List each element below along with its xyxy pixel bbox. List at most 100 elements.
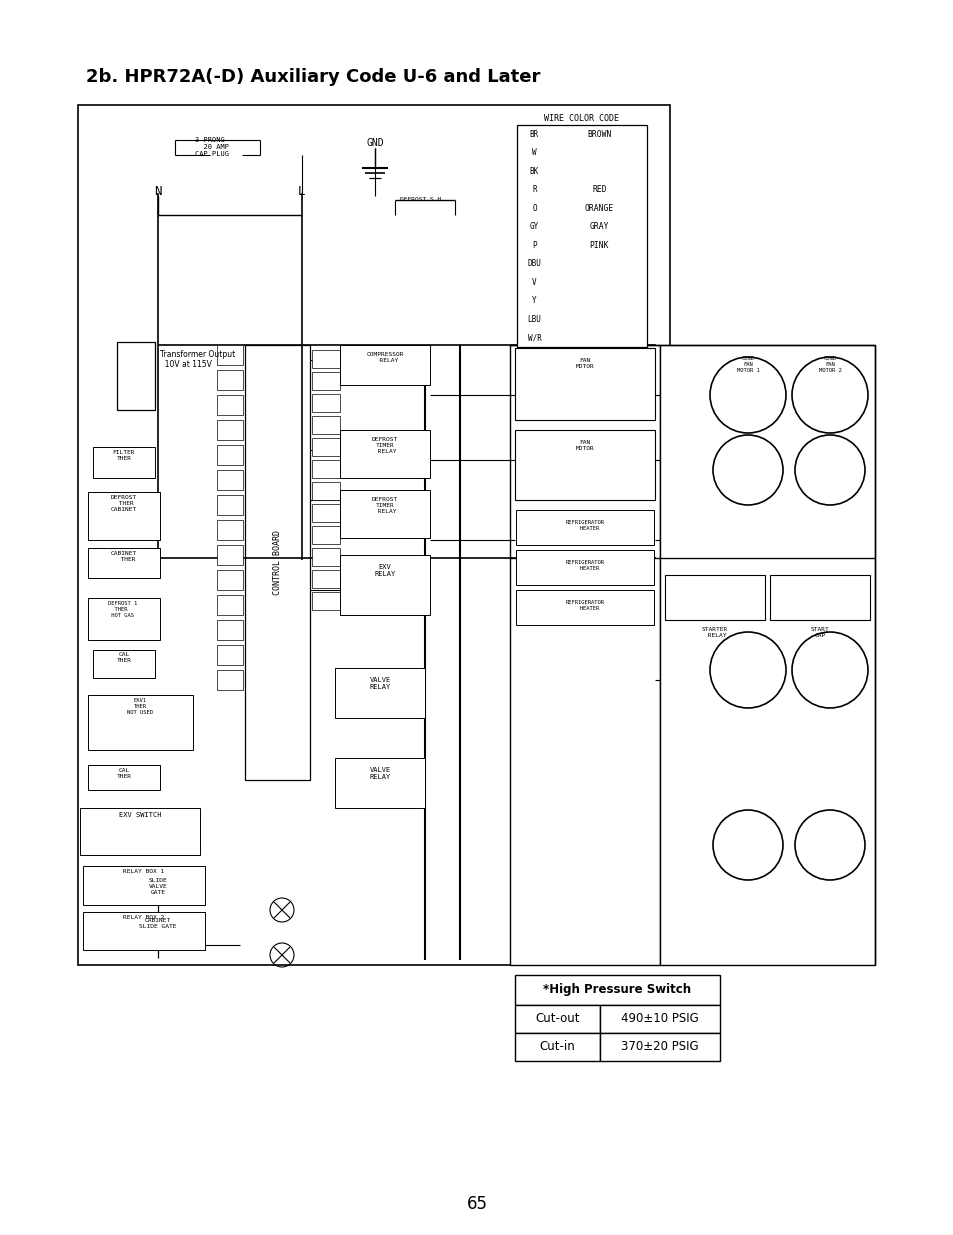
Bar (515, 348, 655, 420)
Text: BROWN: BROWN (587, 130, 611, 138)
Bar (516, 590, 654, 625)
Bar (312, 394, 339, 412)
Bar (312, 372, 339, 390)
Text: L: L (298, 185, 305, 198)
Bar (517, 310, 552, 329)
Text: *High Pressure Switch: *High Pressure Switch (543, 983, 691, 997)
Text: 65: 65 (466, 1195, 487, 1213)
Bar (339, 345, 430, 385)
Bar (78, 105, 669, 965)
Bar (83, 866, 205, 905)
Bar (312, 592, 339, 610)
Text: GRAY: GRAY (589, 222, 609, 231)
Bar (769, 576, 869, 620)
Bar (312, 416, 339, 433)
Bar (312, 482, 339, 500)
Bar (245, 345, 310, 781)
Text: WHITE/RED: WHITE/RED (577, 333, 620, 342)
Bar (312, 438, 339, 456)
Bar (664, 576, 764, 620)
Bar (517, 143, 552, 162)
Text: 370±20 PSIG: 370±20 PSIG (620, 1041, 699, 1053)
Text: REFRIGERATOR
   HEATER: REFRIGERATOR HEATER (565, 520, 604, 531)
Bar (515, 974, 720, 1005)
Text: DEFROST
TIMER
 RELAY: DEFROST TIMER RELAY (372, 437, 397, 453)
Bar (216, 620, 243, 640)
Text: GY: GY (529, 222, 538, 231)
Text: W: W (532, 148, 537, 157)
Text: DEFROST
 THER
CABINET: DEFROST THER CABINET (111, 495, 137, 511)
Bar (599, 1032, 720, 1061)
Bar (312, 548, 339, 566)
Text: ORANGE: ORANGE (584, 204, 614, 212)
Text: STARTER
 RELAY: STARTER RELAY (701, 627, 727, 637)
Bar (517, 329, 552, 347)
Text: FAN
MOTOR: FAN MOTOR (575, 440, 594, 451)
Bar (510, 345, 659, 965)
Bar (92, 447, 154, 478)
Text: PINK: PINK (589, 241, 609, 249)
Bar (216, 595, 243, 615)
Bar (515, 1032, 599, 1061)
Bar (216, 445, 243, 466)
Text: CAL
THER: CAL THER (116, 652, 132, 663)
Bar (516, 550, 654, 585)
Bar (312, 350, 339, 368)
Text: EXV
RELAY: EXV RELAY (374, 564, 395, 577)
Bar (216, 671, 243, 690)
Bar (83, 911, 205, 950)
Text: WIRE COLOR CODE: WIRE COLOR CODE (544, 114, 618, 124)
Bar (516, 510, 654, 545)
Text: REFRIGERATOR
   HEATER: REFRIGERATOR HEATER (565, 559, 604, 571)
Bar (216, 545, 243, 564)
Bar (659, 345, 874, 965)
Text: VALVE
RELAY: VALVE RELAY (369, 767, 390, 781)
Bar (552, 162, 646, 180)
Bar (517, 199, 552, 217)
Text: LIGHT BLUE: LIGHT BLUE (575, 315, 623, 324)
Bar (216, 495, 243, 515)
Bar (552, 236, 646, 254)
Text: WHITE: WHITE (587, 148, 611, 157)
Bar (216, 370, 243, 390)
Text: CONTROL BOARD: CONTROL BOARD (273, 530, 282, 595)
Bar (517, 125, 552, 143)
Text: FILTER
THER: FILTER THER (112, 450, 135, 461)
Bar (88, 695, 193, 750)
Bar (312, 504, 339, 522)
Bar (312, 459, 339, 478)
Bar (92, 650, 154, 678)
Text: EXV1
THER
NOT USED: EXV1 THER NOT USED (127, 698, 152, 715)
Text: COND
FAN
MOTOR 2: COND FAN MOTOR 2 (818, 356, 841, 373)
Bar (88, 598, 160, 640)
Bar (517, 125, 646, 347)
Text: COND
FAN
MOTOR 1: COND FAN MOTOR 1 (736, 356, 759, 373)
Bar (552, 254, 646, 273)
Bar (517, 291, 552, 310)
Bar (335, 758, 424, 808)
Bar (216, 571, 243, 590)
Text: YELLOW: YELLOW (584, 296, 614, 305)
Text: Cut-in: Cut-in (539, 1041, 575, 1053)
Bar (216, 471, 243, 490)
Text: 3 PRONG
  20 AMP
CAP PLUG: 3 PRONG 20 AMP CAP PLUG (194, 137, 229, 157)
Bar (335, 668, 424, 718)
Text: SLIDE
VALVE
GATE: SLIDE VALVE GATE (149, 878, 167, 894)
Bar (552, 199, 646, 217)
Text: RELAY BOX 1: RELAY BOX 1 (123, 869, 165, 874)
Bar (312, 571, 339, 588)
Bar (552, 310, 646, 329)
Bar (88, 548, 160, 578)
Text: DBU: DBU (527, 259, 541, 268)
Text: COMPRESSOR
  RELAY: COMPRESSOR RELAY (366, 352, 403, 363)
Text: FAN
MOTOR: FAN MOTOR (575, 358, 594, 369)
Text: DARK BLUE: DARK BLUE (577, 259, 620, 268)
Text: CABINET
  THER: CABINET THER (111, 551, 137, 562)
Bar (216, 345, 243, 366)
Bar (517, 254, 552, 273)
Bar (599, 1005, 720, 1032)
Text: EXV SWITCH: EXV SWITCH (118, 811, 161, 818)
Text: V: V (532, 278, 537, 287)
Text: START
CAP: START CAP (810, 627, 828, 637)
Bar (552, 329, 646, 347)
